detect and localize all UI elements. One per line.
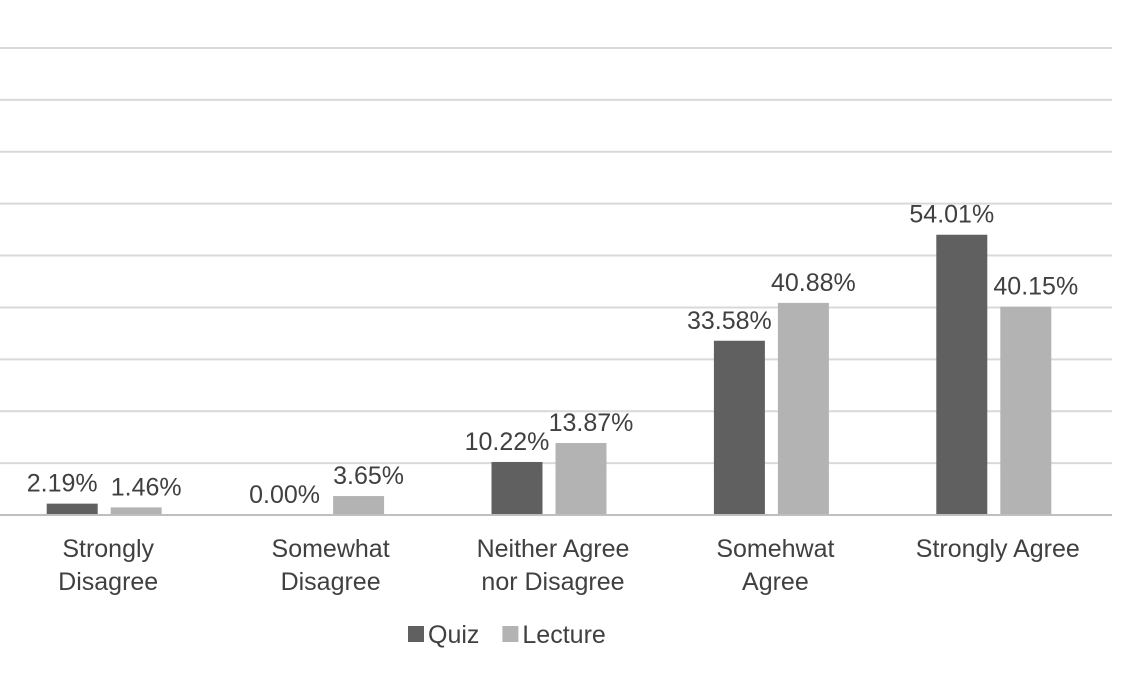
category-label-3: Agree — [742, 568, 809, 596]
category-label-2: nor Disagree — [481, 568, 624, 596]
category-label-2: Neither Agree — [477, 535, 630, 563]
data-label-lecture-0: 1.46% — [111, 473, 182, 501]
data-label-quiz-4: 54.01% — [909, 201, 994, 229]
bar-lecture-4 — [1000, 306, 1052, 515]
bar-lecture-2 — [555, 443, 607, 515]
bar-quiz-2 — [491, 461, 543, 515]
data-labels: 2.19% 1.46% 0.00% 3.65% 10.22%13.87% 33.58% 40… — [27, 201, 1078, 509]
data-label-lecture-4: 40.15% — [993, 273, 1078, 301]
category-label-1: Somewhat — [272, 535, 390, 563]
gridlines — [0, 47, 1112, 465]
legend-label-quiz: Quiz — [428, 621, 479, 649]
bar-lecture-3 — [777, 302, 829, 515]
bar-quiz-0 — [46, 503, 98, 515]
data-label-lecture-1: 3.65% — [333, 462, 404, 490]
data-label-lecture-2: 13.87% — [549, 409, 634, 437]
category-label-3: Somehwat — [716, 535, 834, 563]
category-labels: Strongly Disagree Somewhat Disagree Neither … — [58, 535, 1080, 596]
bar-lecture-1 — [333, 496, 385, 515]
bar-quiz-3 — [713, 340, 765, 515]
bars — [46, 234, 1052, 515]
data-label-lecture-3: 40.88% — [771, 269, 856, 297]
category-label-0: Strongly — [62, 535, 154, 563]
data-label-quiz-1: 0.00% — [249, 481, 320, 509]
legend-swatch-quiz — [408, 626, 424, 642]
data-label-quiz-3: 33.58% — [687, 307, 772, 335]
bar-lecture-0 — [110, 507, 162, 515]
legend: Quiz Lecture — [408, 621, 606, 649]
data-label-quiz-0: 2.19% — [27, 470, 98, 498]
bar-quiz-4 — [936, 234, 988, 515]
category-label-4: Strongly Agree — [916, 535, 1080, 563]
legend-label-lecture: Lecture — [522, 621, 605, 649]
category-label-0: Disagree — [58, 568, 158, 596]
data-label-quiz-2: 10.22% — [465, 428, 550, 456]
category-label-1: Disagree — [281, 568, 381, 596]
legend-swatch-lecture — [502, 626, 519, 642]
